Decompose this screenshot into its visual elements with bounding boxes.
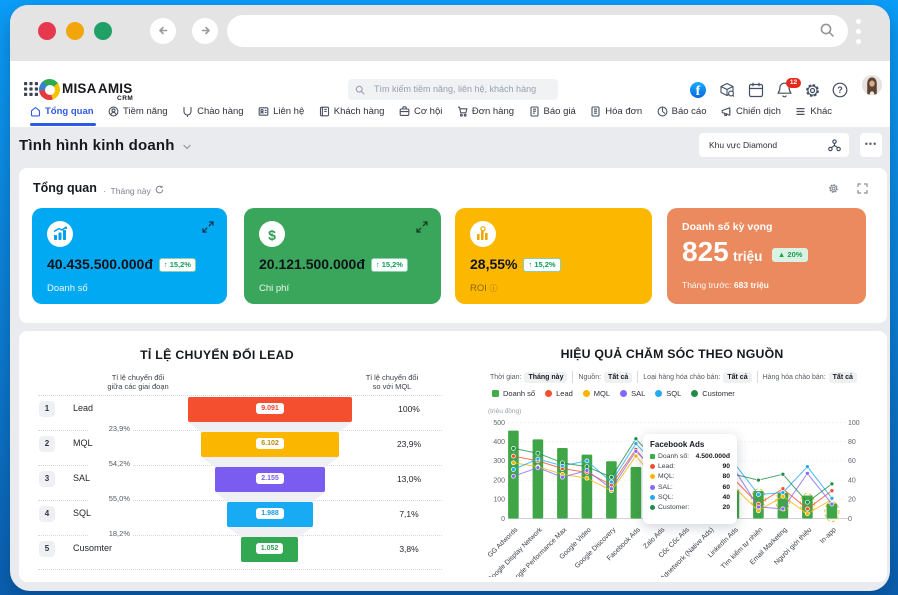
svg-text:0: 0 — [848, 516, 852, 523]
svg-text:$: $ — [268, 227, 276, 243]
svg-text:?: ? — [837, 85, 843, 95]
svg-text:100: 100 — [493, 497, 505, 504]
svg-text:0: 0 — [501, 516, 505, 523]
svg-text:20: 20 — [848, 497, 856, 504]
svg-text:500: 500 — [493, 420, 505, 427]
svg-text:300: 300 — [493, 458, 505, 465]
svg-text:Tìm kiếm tự nhiên: Tìm kiếm tự nhiên — [719, 525, 765, 571]
svg-text:Zalo Ads: Zalo Ads — [642, 526, 666, 550]
svg-text:60: 60 — [848, 458, 856, 465]
svg-text:40: 40 — [848, 477, 856, 484]
svg-text:In-app: In-app — [819, 526, 838, 545]
svg-text:200: 200 — [493, 477, 505, 484]
svg-text:80: 80 — [848, 439, 856, 446]
svg-text:100: 100 — [848, 420, 860, 427]
svg-text:400: 400 — [493, 439, 505, 446]
